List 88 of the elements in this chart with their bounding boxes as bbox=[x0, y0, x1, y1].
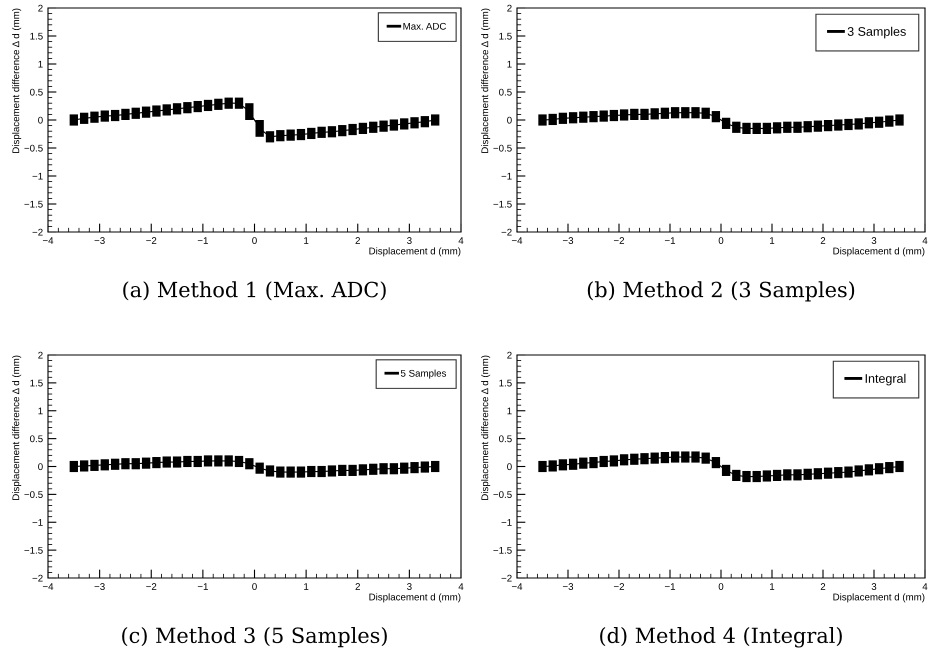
y-tick-label: 0.5 bbox=[499, 435, 512, 442]
y-axis-title: Displacement difference Δ d (mm) bbox=[481, 8, 490, 153]
y-tick-label: 1.5 bbox=[30, 32, 43, 40]
x-tick-label: −1 bbox=[198, 237, 208, 244]
x-tick-label: −1 bbox=[664, 237, 676, 244]
y-tick-label: −2 bbox=[502, 228, 512, 236]
x-tick-label: 3 bbox=[407, 583, 412, 590]
y-tick-label: 0.5 bbox=[30, 88, 43, 96]
x-tick-label: −4 bbox=[512, 237, 522, 244]
y-tick-label: −1 bbox=[502, 172, 512, 180]
y-tick-label: 2 bbox=[507, 352, 512, 359]
y-tick-label: −0.5 bbox=[493, 491, 512, 498]
x-tick-label: 0 bbox=[718, 583, 724, 590]
x-tick-label: 0 bbox=[252, 237, 257, 244]
y-tick-label: −1 bbox=[32, 172, 43, 180]
y-tick-label: −2 bbox=[32, 574, 43, 582]
x-tick-label: 2 bbox=[356, 583, 360, 590]
y-tick-label: −1.5 bbox=[493, 546, 512, 554]
x-axis-title: Displacement d (mm) bbox=[833, 247, 924, 256]
x-tick-label: 4 bbox=[458, 583, 464, 590]
y-tick-label: −0.5 bbox=[24, 144, 43, 152]
x-tick-label: 3 bbox=[872, 237, 876, 244]
x-axis-title: Displacement d (mm) bbox=[833, 593, 924, 602]
y-tick-label: −0.5 bbox=[493, 144, 512, 152]
x-tick-label: 2 bbox=[820, 237, 826, 244]
text: (b) Method 2 (3 Samples) bbox=[588, 281, 854, 302]
x-tick-label: −3 bbox=[562, 583, 574, 590]
x-tick-label: 1 bbox=[304, 237, 308, 244]
x-tick-label: −3 bbox=[94, 237, 105, 244]
text: (a) Method 1 (Max. ADC) bbox=[123, 281, 386, 300]
text: (d) Method 4 (Integral) bbox=[600, 627, 842, 648]
y-axis-title: Displacement difference Δ d (mm) bbox=[481, 356, 490, 500]
y-tick-label: 1.5 bbox=[30, 380, 43, 386]
y-tick-label: −0.5 bbox=[24, 491, 43, 498]
x-tick-label: 4 bbox=[922, 237, 928, 244]
y-tick-label: 0.5 bbox=[30, 435, 43, 442]
y-tick-label: −2 bbox=[32, 228, 43, 236]
y-axis-title: Displacement difference Δ d (mm) bbox=[12, 356, 22, 500]
x-tick-label: −4 bbox=[512, 583, 522, 590]
x-axis-title: Displacement d (mm) bbox=[369, 247, 460, 256]
y-tick-label: 0 bbox=[38, 116, 43, 124]
y-tick-label: 2 bbox=[38, 352, 43, 359]
y-tick-label: −2 bbox=[502, 574, 512, 582]
y-tick-label: 1 bbox=[38, 408, 43, 414]
x-axis-title: Displacement d (mm) bbox=[369, 593, 460, 602]
x-tick-label: −2 bbox=[614, 237, 624, 244]
text: (c) Method 3 (5 Samples) bbox=[122, 627, 387, 648]
x-tick-label: 0 bbox=[718, 237, 724, 244]
y-tick-label: 1 bbox=[507, 60, 512, 68]
y-tick-label: 1 bbox=[507, 408, 512, 414]
y-tick-label: 2 bbox=[38, 4, 43, 12]
y-tick-label: −1 bbox=[502, 519, 512, 526]
y-tick-label: −1.5 bbox=[24, 546, 43, 554]
x-tick-label: −2 bbox=[146, 583, 156, 590]
x-tick-label: 1 bbox=[304, 583, 308, 590]
x-tick-label: −3 bbox=[94, 583, 105, 590]
x-tick-label: −2 bbox=[614, 583, 624, 590]
y-tick-label: −1.5 bbox=[493, 200, 512, 208]
x-tick-label: −4 bbox=[42, 583, 54, 590]
y-tick-label: 1 bbox=[38, 60, 43, 68]
x-tick-label: 3 bbox=[407, 237, 412, 244]
y-tick-label: −1.5 bbox=[24, 200, 43, 208]
x-tick-label: −3 bbox=[562, 237, 574, 244]
y-tick-label: 1.5 bbox=[499, 32, 512, 40]
x-tick-label: −4 bbox=[42, 237, 54, 244]
y-tick-label: −1 bbox=[32, 519, 43, 526]
y-tick-label: 0.5 bbox=[499, 88, 512, 96]
y-tick-label: 1.5 bbox=[499, 380, 512, 386]
y-tick-label: 2 bbox=[507, 4, 512, 12]
x-tick-label: 4 bbox=[458, 237, 464, 244]
x-tick-label: 4 bbox=[922, 583, 928, 590]
y-axis-title: Displacement difference Δ d (mm) bbox=[12, 8, 22, 153]
x-tick-label: −1 bbox=[664, 583, 676, 590]
x-tick-label: 2 bbox=[820, 583, 826, 590]
x-tick-label: 1 bbox=[770, 237, 774, 244]
legend-label: 5 Samples bbox=[400, 370, 446, 379]
x-tick-label: 1 bbox=[770, 583, 774, 590]
legend-label: Integral bbox=[866, 374, 906, 386]
x-tick-label: −2 bbox=[146, 237, 156, 244]
legend-label: 3 Samples bbox=[848, 26, 906, 38]
x-tick-label: 3 bbox=[872, 583, 876, 590]
x-tick-label: −1 bbox=[198, 583, 208, 590]
x-tick-label: 2 bbox=[356, 237, 360, 244]
y-tick-label: 0 bbox=[38, 463, 43, 470]
x-tick-label: 0 bbox=[252, 583, 257, 590]
y-tick-label: 0 bbox=[507, 463, 512, 470]
legend-label: Max. ADC bbox=[403, 22, 446, 30]
y-tick-label: 0 bbox=[507, 116, 512, 124]
